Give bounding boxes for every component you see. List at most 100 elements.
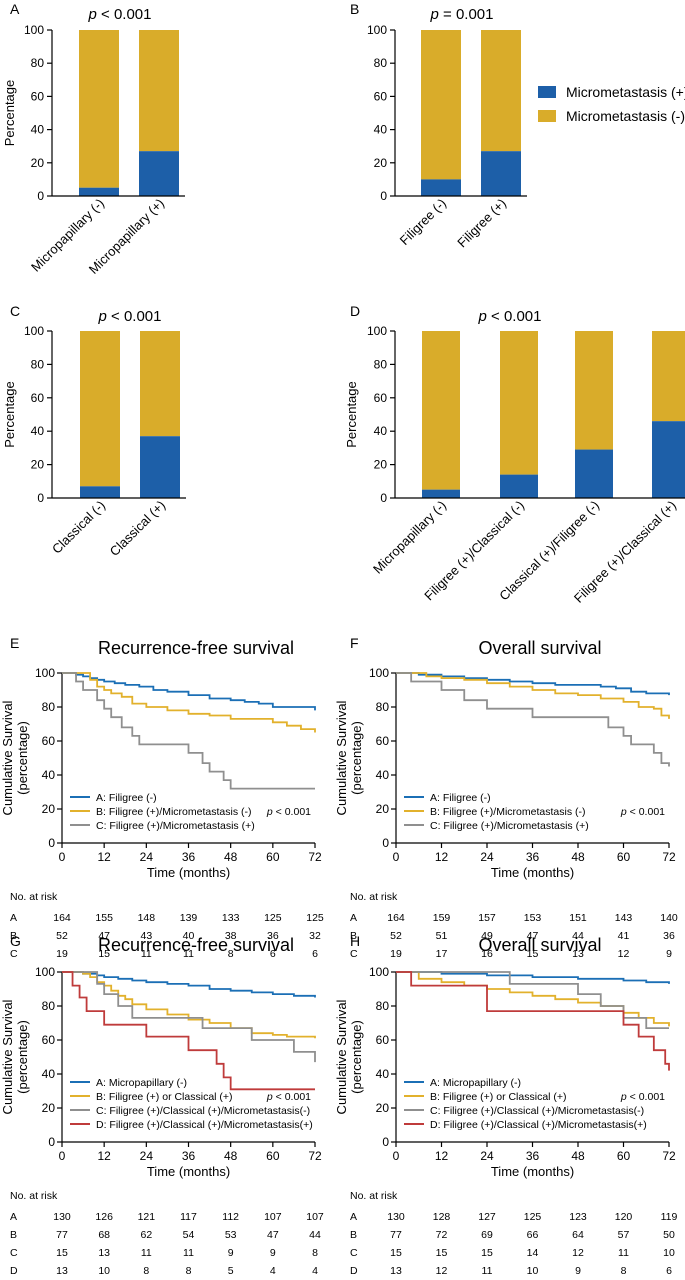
y-tick-label: 20 [42,1101,56,1115]
bar-positive [575,449,613,498]
risk-count: 127 [478,1211,496,1223]
bar-negative [481,30,521,152]
x-tick-label: 24 [480,1149,494,1163]
risk-count: 43 [140,930,152,942]
legend-label: C: Filigree (+)/Classical (+)/Micrometas… [430,1105,644,1117]
p-value: < 0.001 [111,308,161,325]
survival-curve-a [62,672,316,711]
panel-letter: G [10,933,21,949]
survival-curve-b [62,971,316,1039]
risk-count: 15 [527,948,539,960]
p-value: < 0.001 [630,806,665,818]
y-tick-label: 100 [35,965,55,979]
p-symbol: p [88,6,102,23]
risk-count: 121 [138,1211,156,1223]
y-tick-label: 0 [382,836,389,850]
risk-count: 15 [56,1247,68,1259]
risk-count: 12 [572,1247,584,1259]
x-tick-label: 24 [140,1149,154,1163]
x-tick-label: 36 [526,1149,540,1163]
p-value: = 0.001 [443,6,493,23]
chart-title: Overall survival [478,935,601,955]
y-axis-label: Percentage [2,80,17,147]
bar-negative [500,331,538,475]
x-tick-label: 0 [393,850,400,864]
y-tick-label: 100 [24,23,44,37]
risk-row-label: C [350,948,358,960]
risk-count: 41 [618,930,630,942]
risk-count: 164 [53,912,71,924]
risk-count: 125 [264,912,282,924]
survival-curve-c [396,971,669,1029]
risk-count: 10 [98,1265,110,1277]
x-tick-label: 60 [617,850,631,864]
panel-p-value: p < 0.001 [88,6,152,23]
bar-positive [139,151,179,196]
legend-label: D: Filigree (+)/Classical (+)/Micrometas… [96,1119,313,1131]
y-tick-label: 100 [35,666,55,680]
bar-negative [575,331,613,450]
risk-row-label: A [10,1211,17,1223]
y-tick-label: 0 [37,491,44,505]
risk-row-label: A [350,912,357,924]
y-tick-label: 60 [31,391,45,405]
p-value: < 0.001 [630,1091,665,1103]
panel-c: C 0 20 40 60 80 100 Percentage Classical (-)Clas… [2,303,186,559]
risk-count: 15 [390,1247,402,1259]
p-value: < 0.001 [276,1091,311,1103]
bar-positive [500,474,538,498]
risk-count: 11 [618,1247,629,1259]
risk-table-heading: No. at risk [350,891,398,903]
x-category-label: Filigree (-) [397,196,449,248]
legend-label: B: Filigree (+)/Micrometastasis (-) [430,806,585,818]
panel-letter: D [350,303,360,319]
x-tick-label: 12 [97,1149,111,1163]
risk-count: 52 [56,930,68,942]
legend-swatch-positive [538,86,556,98]
risk-count: 53 [225,1229,237,1241]
risk-count: 32 [309,930,321,942]
y-tick-label: 60 [42,1033,56,1047]
risk-count: 6 [270,948,276,960]
risk-count: 19 [56,948,68,960]
bar-negative [80,331,120,487]
bar-negative [421,30,461,180]
y-tick-label: 0 [380,491,387,505]
chart-title: Recurrence-free survival [98,638,294,658]
y-axis-label-line-1: Cumulative Survival [0,999,15,1114]
risk-count: 12 [618,948,630,960]
risk-row-label: A [350,1211,357,1223]
p-symbol: p [430,6,444,23]
risk-count: 68 [98,1229,110,1241]
y-tick-label: 20 [31,458,45,472]
risk-count: 125 [306,912,324,924]
risk-count: 13 [390,1265,402,1277]
legend-label: B: Filigree (+)/Micrometastasis (-) [96,806,251,818]
x-tick-label: 72 [662,850,676,864]
bar-positive [481,151,521,196]
risk-count: 47 [98,930,110,942]
risk-count: 10 [527,1265,539,1277]
panel-f: F Overall survival 0 20 40 60 80 100 0 12 24 36 48 60… [334,635,678,960]
risk-count: 54 [183,1229,195,1241]
x-tick-label: 60 [266,850,280,864]
y-tick-label: 0 [48,1135,55,1149]
x-category-label: Filigree (+) [454,196,509,251]
panel-p-value: p < 0.001 [98,308,162,325]
risk-count: 148 [138,912,156,924]
legend-label-positive: Micrometastasis (+) [566,84,685,100]
y-tick-label: 60 [31,89,45,103]
chart-title: Recurrence-free survival [98,935,294,955]
y-tick-label: 40 [376,1067,390,1081]
x-tick-label: 12 [435,850,449,864]
x-tick-label: 48 [571,850,585,864]
y-tick-label: 100 [367,23,387,37]
legend-label: A: Micropapillary (-) [430,1077,521,1089]
survival-curve-c [396,672,670,767]
risk-count: 8 [228,948,234,960]
p-symbol: p [478,308,492,325]
y-tick-label: 20 [374,458,388,472]
survival-curve-b [62,672,316,733]
y-tick-label: 80 [374,357,388,371]
panel-d: D 0 20 40 60 80 100 Percentage Micropapillary (-… [344,303,685,606]
